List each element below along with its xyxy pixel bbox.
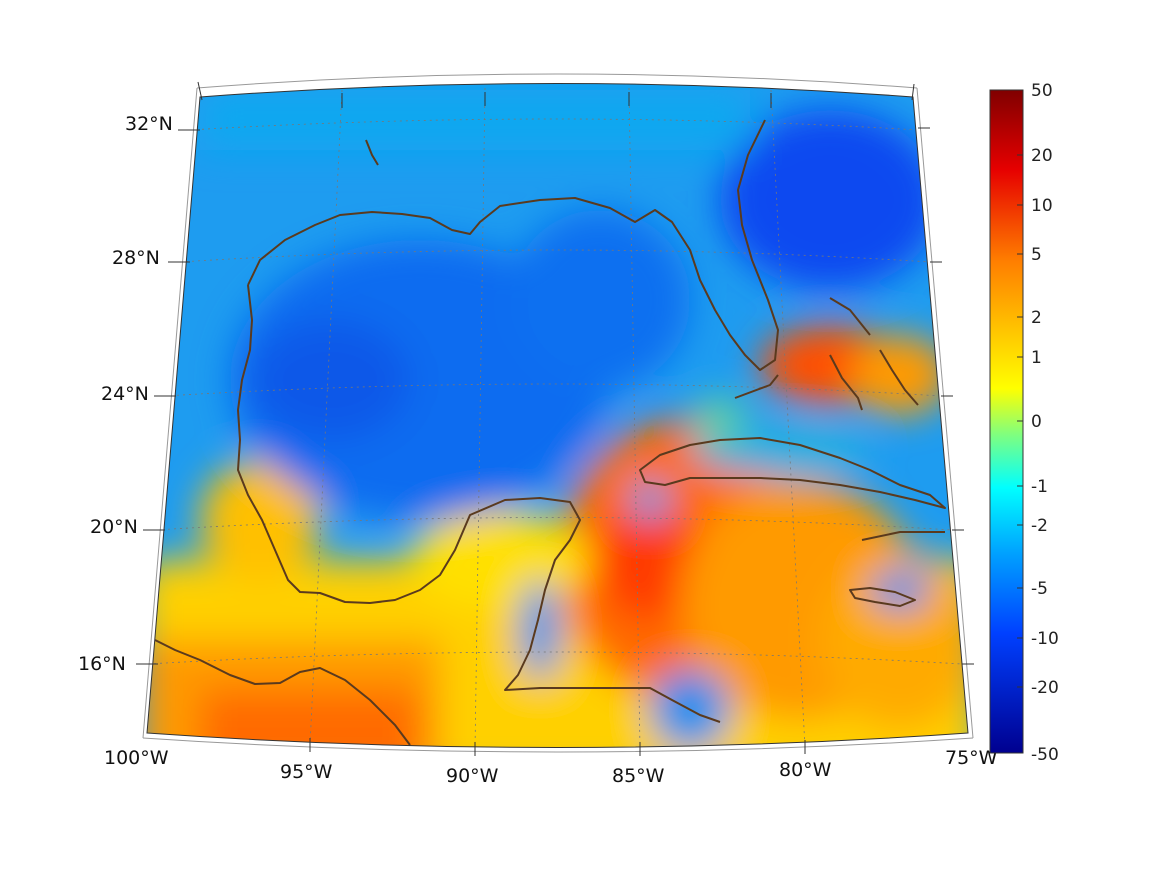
map-field [147, 83, 968, 748]
lon-label-100w: 100°W [104, 747, 169, 769]
lon-label-85w: 85°W [612, 765, 665, 787]
colorbar-tick-5: 5 [1031, 245, 1042, 265]
lon-label-80w: 80°W [779, 759, 832, 781]
colorbar-tick-0: 0 [1031, 412, 1042, 432]
latitude-labels: 32°N 28°N 24°N 20°N 16°N [78, 113, 173, 675]
colorbar-tick-10: 10 [1031, 196, 1053, 216]
lon-label-75w: 75°W [945, 747, 998, 769]
graticule [147, 87, 963, 748]
colorbar-tick-50: 50 [1031, 81, 1053, 101]
longitude-labels: 100°W 95°W 90°W 85°W 80°W 75°W [104, 747, 998, 787]
colorbar-tick-1: 1 [1031, 348, 1042, 368]
colorbar-tick-20: 20 [1031, 146, 1053, 166]
colorbar-tick-neg10: -10 [1031, 629, 1059, 649]
colorbar-tick-neg5: -5 [1031, 579, 1048, 599]
colorbar-tick-2: 2 [1031, 308, 1042, 328]
colorbar-tick-neg2: -2 [1031, 516, 1048, 536]
lon-label-90w: 90°W [446, 765, 499, 787]
lat-label-28n: 28°N [112, 247, 160, 269]
map-frame [136, 73, 974, 756]
lat-label-20n: 20°N [90, 516, 138, 538]
colorbar-tick-neg50: -50 [1031, 745, 1059, 765]
colorbar: 50 20 10 5 2 1 0 -1 -2 -5 -10 -20 -50 [989, 81, 1059, 765]
colorbar-tick-neg20: -20 [1031, 678, 1059, 698]
lon-label-95w: 95°W [280, 761, 333, 783]
lat-label-24n: 24°N [101, 383, 149, 405]
colorbar-tick-neg1: -1 [1031, 477, 1048, 497]
lat-label-32n: 32°N [125, 113, 173, 135]
coastlines [154, 119, 946, 746]
lat-label-16n: 16°N [78, 653, 126, 675]
